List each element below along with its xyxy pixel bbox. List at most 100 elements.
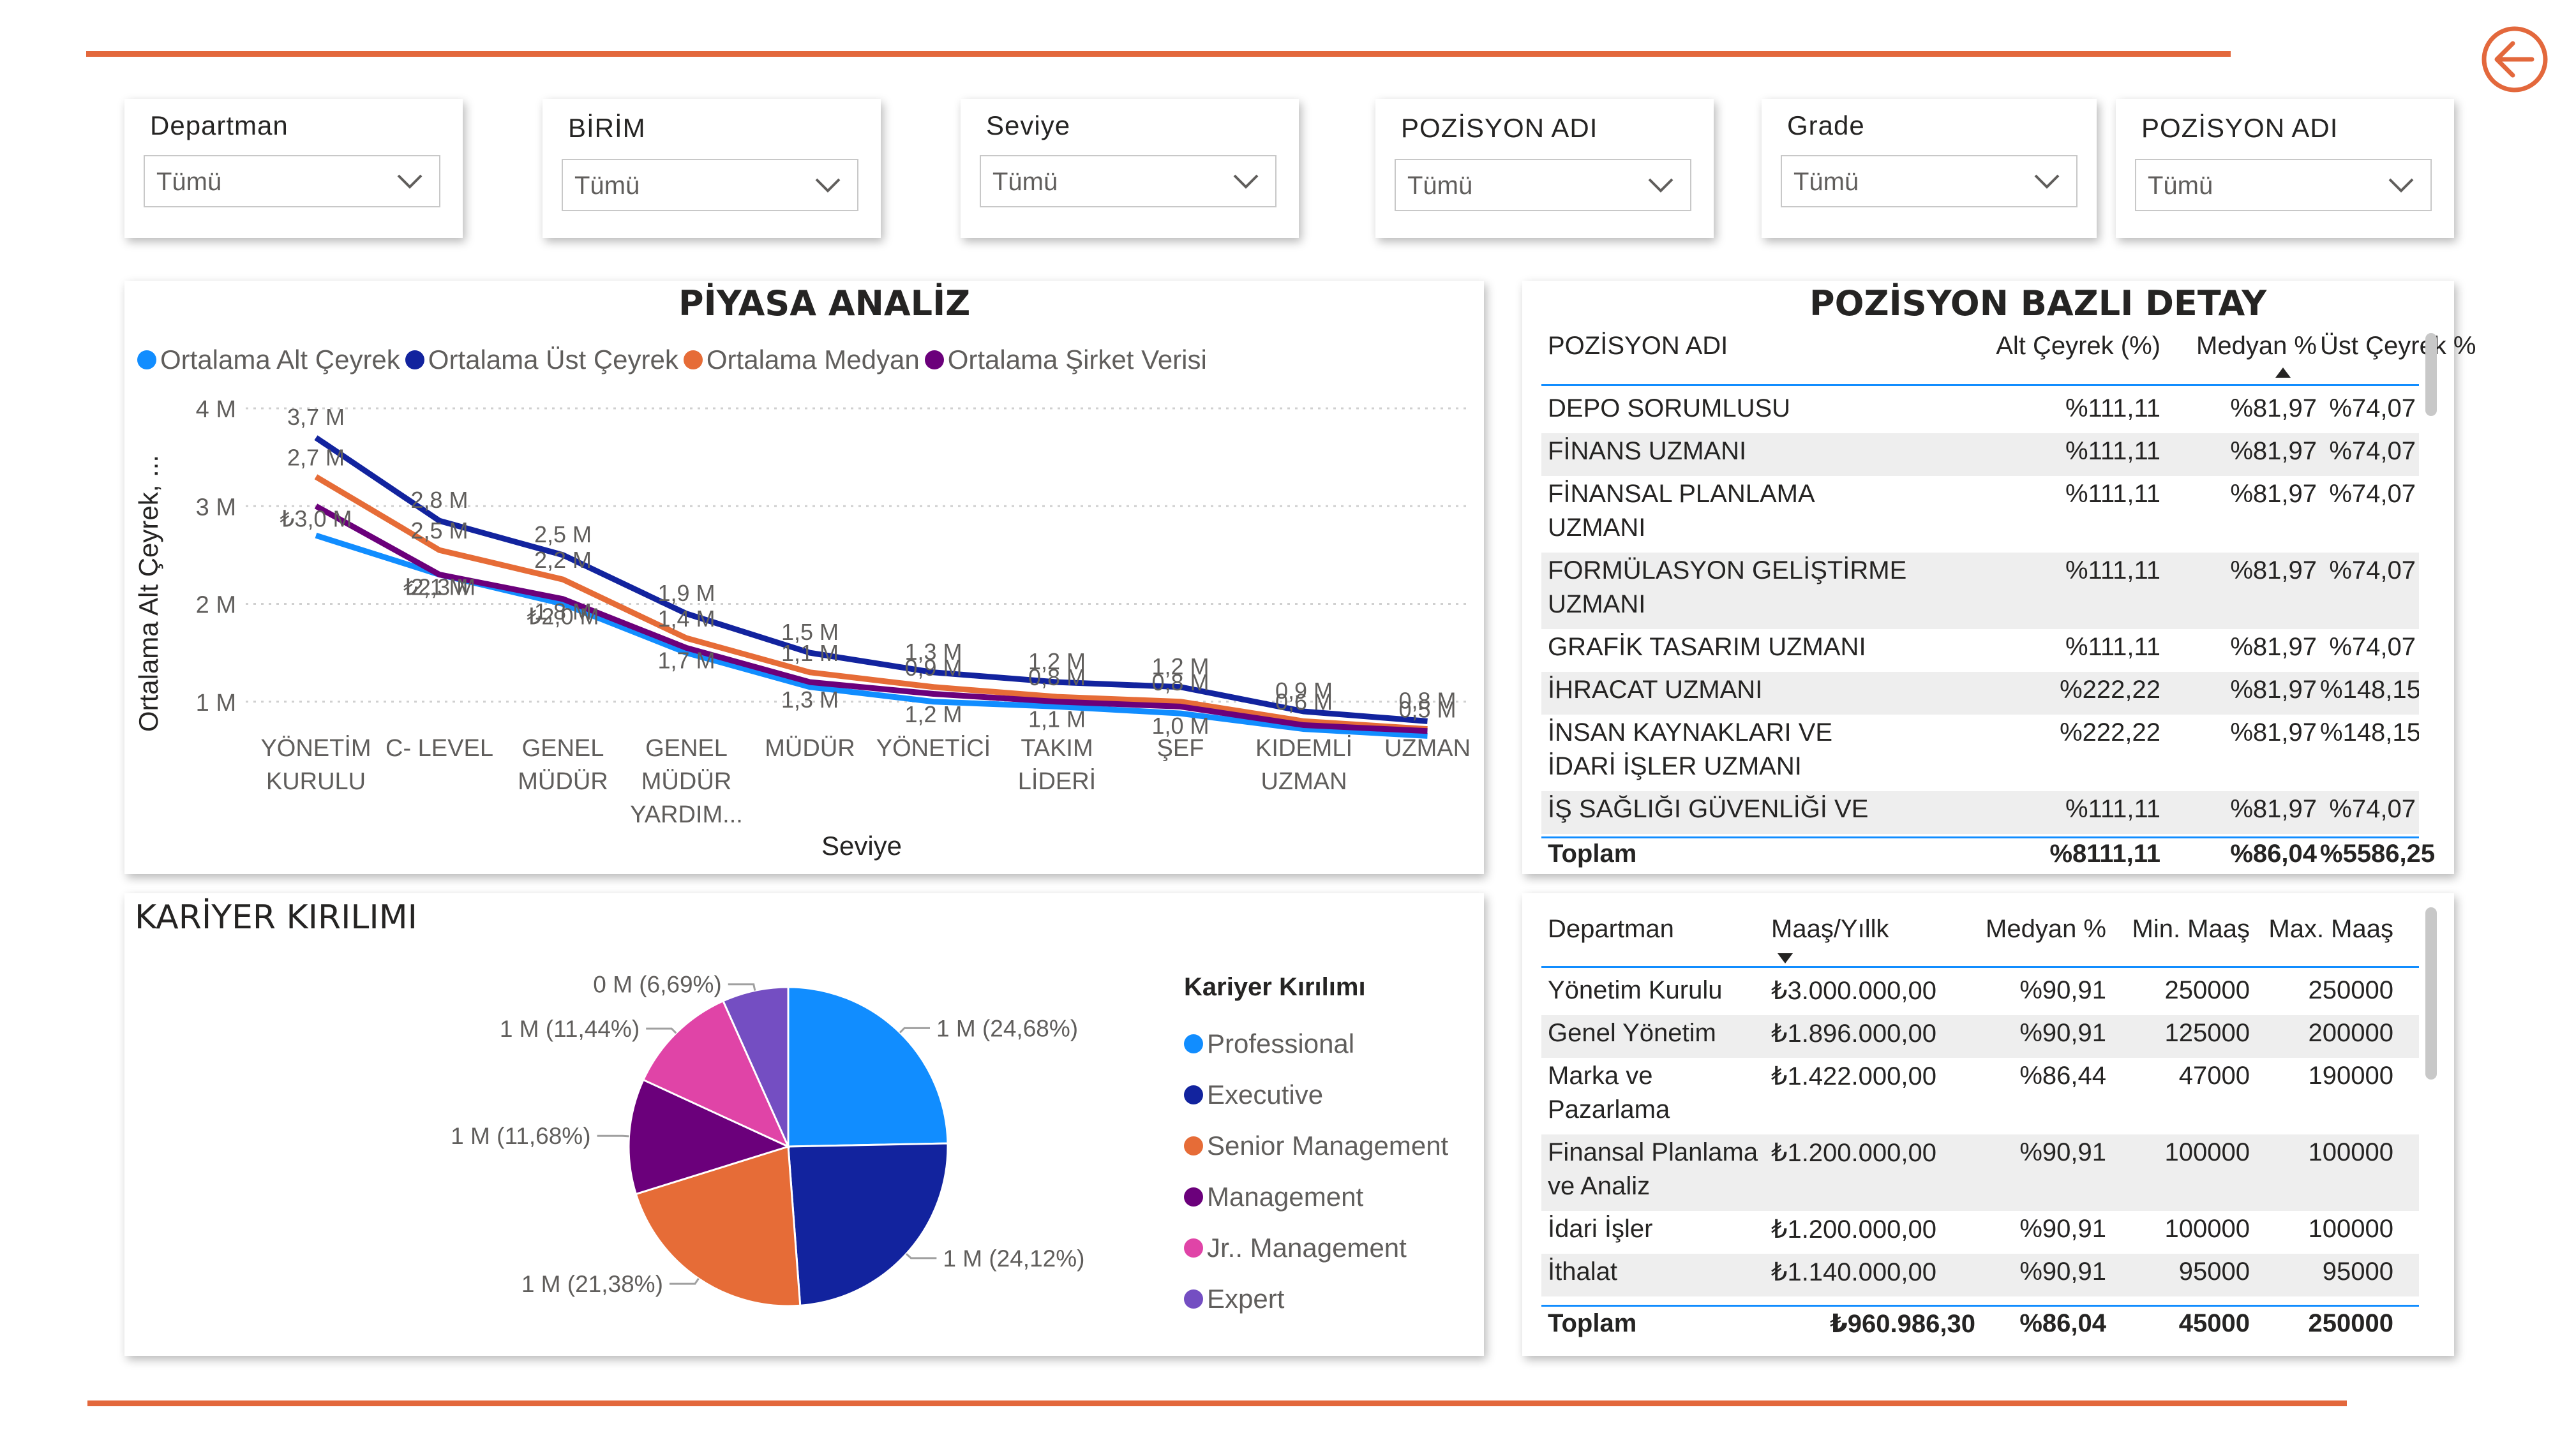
slicer-label: POZİSYON ADI <box>1401 113 1598 143</box>
legend-dot <box>924 350 944 369</box>
x-tick-label: YARDIM... <box>630 801 743 828</box>
legend-item-alt[interactable]: Ortalama Alt Çeyrek <box>137 345 400 375</box>
vertical-scrollbar[interactable] <box>2425 333 2437 416</box>
chevron-down-icon <box>1648 178 1673 193</box>
max-maas-value: 250000 <box>2308 976 2393 1004</box>
max-maas-value: 200000 <box>2308 1019 2393 1047</box>
pie-legend-item-expert[interactable]: Expert <box>1184 1274 1448 1325</box>
column-header[interactable]: Medyan % <box>1986 915 2106 943</box>
pozisyon-adi-dropdown-2[interactable]: Tümü <box>2135 159 2432 211</box>
x-tick-label: TAKIM <box>1021 735 1093 762</box>
table-row[interactable]: İŞ SAĞLIĞI GÜVENLİĞİ VE %111,11 %81,97 %74,… <box>1541 791 2419 834</box>
top-accent-line <box>86 51 2231 57</box>
dropdown-value: Tümü <box>992 168 1058 196</box>
department-name: İthalat <box>1548 1258 1617 1286</box>
medyan-value: %90,91 <box>2019 1215 2106 1243</box>
table-body: DEPO SORUMLUSU %111,11 %81,97 %74,07 FİNANS … <box>1541 390 2419 837</box>
table-row[interactable]: İHRACAT UZMANI %222,22 %81,97 %148,15 <box>1541 672 2419 715</box>
data-label: 0,9 M <box>1275 678 1333 704</box>
pie-slice[interactable] <box>787 1142 949 1307</box>
seviye-dropdown[interactable]: Tümü <box>980 155 1276 207</box>
medyan-value: %81,97 <box>2230 676 2317 704</box>
column-header[interactable]: Max. Maaş <box>2268 915 2393 943</box>
legend-item-sirket[interactable]: Ortalama Şirket Verisi <box>924 345 1207 375</box>
series-line[interactable] <box>314 435 1428 724</box>
legend-item-ust[interactable]: Ortalama Üst Çeyrek <box>405 345 678 375</box>
table-row[interactable]: Yönetim Kurulu ₺3.000.000,00 %90,91 250000 2… <box>1541 972 2419 1015</box>
chevron-down-icon <box>815 178 841 193</box>
pie-legend-item-professional[interactable]: Professional <box>1184 1018 1448 1069</box>
series-line[interactable] <box>314 503 1428 734</box>
column-header[interactable]: Min. Maaş <box>2132 915 2250 943</box>
birim-dropdown[interactable]: Tümü <box>562 159 858 211</box>
min-maas-value: 250000 <box>2164 976 2250 1004</box>
pie-data-label: 1 M (21,38%) <box>521 1271 663 1297</box>
min-maas-value: 47000 <box>2178 1062 2250 1090</box>
table-row[interactable]: DEPO SORUMLUSU %111,11 %81,97 %74,07 <box>1541 390 2419 433</box>
column-header[interactable]: Maaş/Yıllk <box>1771 915 1889 943</box>
piyasa-analiz-card: PİYASA ANALİZ Ortalama Alt Çeyrek Ortala… <box>124 281 1484 874</box>
vertical-scrollbar[interactable] <box>2425 907 2437 1080</box>
pie-slice[interactable] <box>787 986 949 1148</box>
table-row[interactable]: Finansal Planlama ve Analiz ₺1.200.000,00%… <box>1541 1134 2419 1211</box>
y-axis-title: Ortalama Alt Çeyrek, ... <box>133 455 163 732</box>
pie-leader-line <box>899 1027 931 1034</box>
pozisyon-table: POZİSYON ADI Alt Çeyrek (%) Medyan % Üst Çe… <box>1541 332 2476 868</box>
max-maas-value: 190000 <box>2308 1062 2393 1090</box>
pozisyon-adi-dropdown[interactable]: Tümü <box>1395 159 1691 211</box>
header-divider <box>1541 966 2419 968</box>
alt-ceyrek-value: %111,11 <box>2065 795 2160 823</box>
table-row[interactable]: İthalat ₺1.140.000,00 %90,91 95000 95000 <box>1541 1254 2419 1296</box>
table-row[interactable]: GRAFİK TASARIM UZMANI %111,11 %81,97 %74,07 <box>1541 629 2419 672</box>
x-tick-label: MÜDÜR <box>518 768 608 795</box>
departman-dropdown[interactable]: Tümü <box>144 155 440 207</box>
pie-legend-item-senior[interactable]: Senior Management <box>1184 1120 1448 1171</box>
back-button[interactable] <box>2480 24 2550 94</box>
table-row[interactable]: Genel Yönetim ₺1.896.000,00 %90,91 125000 20… <box>1541 1015 2419 1058</box>
table-row[interactable]: İdari İşler ₺1.200.000,00 %90,91 100000 1000… <box>1541 1211 2419 1254</box>
table-row[interactable]: FİNANS UZMANI %111,11 %81,97 %74,07 <box>1541 433 2419 476</box>
table-row[interactable]: FORMÜLASYON GELİŞTİRME UZMANI %111,11 %81,9… <box>1541 553 2419 629</box>
column-header[interactable]: Üst Çeyrek % <box>2320 332 2476 360</box>
legend-item-medyan[interactable]: Ortalama Medyan <box>683 345 920 375</box>
table-header: POZİSYON ADI Alt Çeyrek (%) Medyan % Üst Çe… <box>1541 332 2476 383</box>
legend-label: Ortalama Şirket Verisi <box>947 345 1207 375</box>
legend-dot <box>1184 1238 1203 1258</box>
data-label: 1,9 M <box>657 580 715 606</box>
table-row[interactable]: FİNANSAL PLANLAMA UZMANI %111,11 %81,97 %74,… <box>1541 476 2419 553</box>
ust-ceyrek-value: %74,07 <box>2329 556 2416 584</box>
pie-data-label: 1 M (11,68%) <box>451 1123 590 1149</box>
x-tick-label: YÖNETİCİ <box>876 734 991 762</box>
legend-label: Executive <box>1207 1080 1324 1110</box>
pie-legend-item-executive[interactable]: Executive <box>1184 1069 1448 1120</box>
y-tick-label: 4 M <box>196 396 236 423</box>
alt-ceyrek-value: %111,11 <box>2065 480 2160 508</box>
table-row[interactable]: İNSAN KAYNAKLARI VE İDARİ İŞLER UZMANI %22… <box>1541 715 2419 791</box>
data-label: 1,2 M <box>1028 648 1086 674</box>
pie-data-label: 0 M (6,69%) <box>593 972 722 998</box>
legend-label: Ortalama Alt Çeyrek <box>160 345 400 375</box>
x-axis-title: Seviye <box>821 831 902 861</box>
column-header[interactable]: POZİSYON ADI <box>1548 332 1728 360</box>
column-header[interactable]: Departman <box>1548 915 1674 943</box>
ust-ceyrek-value: %74,07 <box>2329 437 2416 465</box>
series-line[interactable] <box>315 532 1428 739</box>
medyan-value: %90,91 <box>2019 1019 2106 1047</box>
pie-legend-item-management[interactable]: Management <box>1184 1171 1448 1222</box>
pie-legend-item-jr[interactable]: Jr.. Management <box>1184 1222 1448 1274</box>
table-row[interactable]: Marka ve Pazarlama ₺1.422.000,00 %86,44 4700… <box>1541 1058 2419 1134</box>
column-header[interactable]: Alt Çeyrek (%) <box>1996 332 2160 360</box>
legend-label: Management <box>1207 1182 1364 1212</box>
data-label: 1,2 M <box>904 701 962 727</box>
series-line[interactable] <box>314 474 1428 732</box>
maas-value: ₺1.422.000,00 <box>1771 1062 1937 1090</box>
chevron-down-icon <box>1233 174 1259 189</box>
column-header[interactable]: Medyan % <box>2196 332 2317 360</box>
data-label: 0,6 M <box>1275 688 1333 715</box>
legend-dot <box>683 350 703 369</box>
slicer-label: BİRİM <box>568 113 646 143</box>
grade-dropdown[interactable]: Tümü <box>1781 155 2078 207</box>
legend-label: Jr.. Management <box>1207 1233 1407 1263</box>
data-label: 1,3 M <box>781 687 839 713</box>
legend-label: Professional <box>1207 1029 1355 1059</box>
